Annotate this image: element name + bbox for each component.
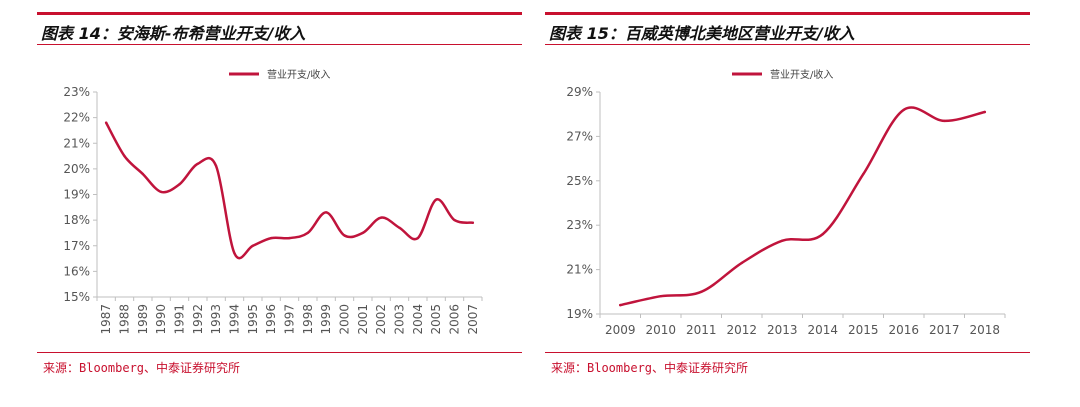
line-chart: 营业开支/收入 15% 16% 17% 18% 19% 20% 21% 22% 23% 1987 19… [63, 68, 483, 335]
data-point [619, 303, 622, 307]
y-tick-label: 20% [63, 162, 90, 176]
x-tick-label: 2017 [929, 323, 960, 337]
data-point [700, 290, 703, 293]
y-tick-label: 21% [63, 136, 90, 150]
data-point [178, 183, 181, 186]
data-point [902, 108, 905, 111]
data-point [270, 236, 273, 240]
x-tick-label: 2003 [393, 304, 407, 335]
data-point [435, 198, 438, 201]
x-tick-label: 1998 [301, 304, 315, 335]
x-tick-label: 2012 [726, 323, 757, 337]
x-tick-label: 1995 [246, 304, 260, 335]
data-point [659, 295, 662, 298]
legend-label: 营业开支/收入 [267, 68, 330, 81]
data-point [141, 172, 144, 176]
data-point [380, 216, 383, 219]
x-tick-label: 2004 [411, 304, 425, 335]
y-tick-label: 17% [63, 239, 90, 253]
x-tick-label: 1994 [228, 304, 242, 335]
data-point [416, 236, 419, 240]
data-point [325, 211, 328, 214]
top-red-bar [37, 12, 522, 15]
data-point [343, 234, 346, 237]
x-tick-label: 2005 [429, 304, 443, 335]
data-point [123, 154, 126, 158]
y-tick-label: 15% [63, 290, 90, 304]
y-tick-label: 22% [63, 111, 90, 125]
data-point [160, 190, 163, 194]
x-tick-label: 2018 [969, 323, 1000, 337]
y-tick-label: 29% [566, 85, 593, 99]
x-tick-label: 1990 [154, 304, 168, 335]
x-tick-label: 2000 [338, 304, 352, 335]
y-tick-label: 19% [63, 188, 90, 202]
x-tick-label: 2002 [374, 304, 388, 335]
x-tick-label: 2011 [686, 323, 717, 337]
data-point [306, 231, 309, 235]
series-line [619, 106, 987, 307]
data-point [196, 162, 199, 165]
legend-label: 营业开支/收入 [770, 68, 833, 81]
data-point [288, 236, 291, 240]
y-tick-label: 19% [566, 307, 593, 321]
y-tick-label: 25% [566, 174, 593, 188]
x-tick-label: 2013 [767, 323, 798, 337]
x-tick-label: 1996 [264, 304, 278, 335]
chart-title: 图表 14：安海斯-布希营业开支/收入 [41, 24, 306, 43]
x-tick-label: 2009 [605, 323, 636, 337]
data-point [781, 239, 784, 242]
x-tick-label: 2007 [466, 304, 480, 335]
x-tick-label: 1997 [283, 304, 297, 335]
data-point [453, 218, 456, 222]
x-tick-label: 1991 [173, 304, 187, 335]
data-point [233, 252, 236, 255]
data-point [471, 221, 474, 224]
chart-panel-2: 图表 15：百威英博北美地区营业开支/收入 营业开支/收入 19% 21% 23% 25… [545, 0, 1030, 407]
y-tick-label: 23% [63, 85, 90, 99]
data-point [215, 165, 218, 168]
x-tick-label: 2016 [888, 323, 919, 337]
legend: 营业开支/收入 [732, 68, 833, 81]
data-point [740, 261, 743, 265]
bottom-rule [37, 352, 522, 353]
x-tick-label: 1992 [191, 304, 205, 335]
legend: 营业开支/收入 [229, 68, 330, 81]
x-tick-label: 1987 [99, 304, 113, 335]
x-tick-label: 1999 [319, 304, 333, 335]
data-point [983, 110, 986, 114]
source-note: 来源：Bloomberg、中泰证券研究所 [551, 361, 749, 375]
x-tick-label: 1988 [118, 304, 132, 335]
title-rule [37, 44, 522, 45]
data-point [398, 226, 401, 229]
x-tick-label: 2010 [645, 323, 676, 337]
top-red-bar [545, 12, 1030, 15]
y-tick-label: 16% [63, 264, 90, 278]
data-point [862, 172, 865, 176]
title-rule [545, 44, 1030, 45]
data-point [361, 231, 364, 235]
y-tick-label: 21% [566, 263, 593, 277]
data-point [943, 119, 946, 123]
data-point [821, 232, 824, 236]
data-point [105, 121, 108, 124]
x-tick-label: 1989 [136, 304, 150, 335]
x-tick-label: 2001 [356, 304, 370, 335]
x-tick-label: 2014 [807, 323, 838, 337]
y-tick-label: 27% [566, 129, 593, 143]
y-tick-label: 23% [566, 218, 593, 232]
bottom-rule [545, 352, 1030, 353]
x-tick-label: 2015 [848, 323, 879, 337]
line-chart: 营业开支/收入 19% 21% 23% 25% 27% 29% 2009 2010 2011 201… [566, 68, 1006, 337]
chart-title: 图表 15：百威英博北美地区营业开支/收入 [549, 24, 855, 43]
chart-panel-1: 图表 14：安海斯-布希营业开支/收入 营业开支/收入 15% 16% 17% 18% 1… [37, 0, 522, 407]
source-note: 来源：Bloomberg、中泰证券研究所 [43, 361, 241, 375]
x-tick-label: 1993 [209, 304, 223, 335]
y-tick-label: 18% [63, 213, 90, 227]
x-tick-label: 2006 [448, 304, 462, 335]
data-point [251, 244, 254, 247]
